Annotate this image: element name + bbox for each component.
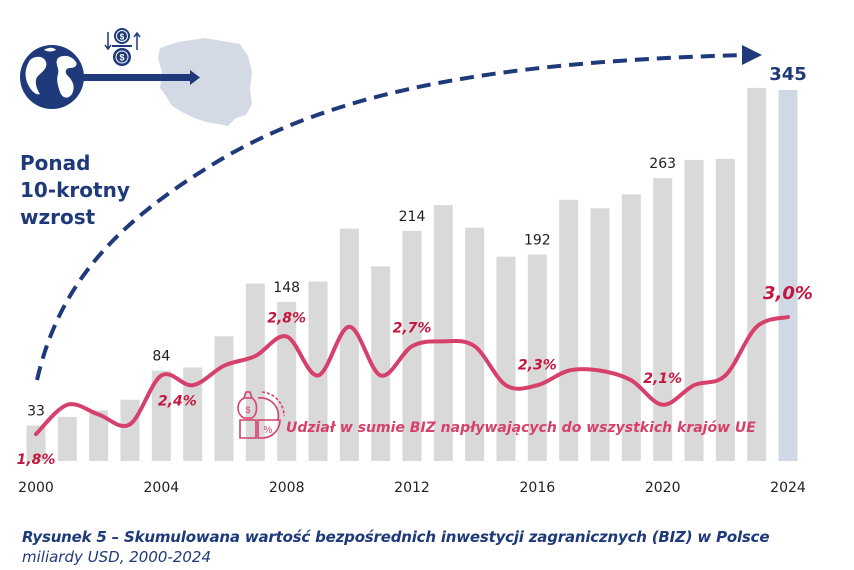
share-labels: 1,8% 2,4% 2,8% 2,7% 2,3% 2,1% 3,0% <box>17 283 813 468</box>
bar-2011 <box>371 266 391 461</box>
bar-value-label: 214 <box>399 209 426 225</box>
bar-2001 <box>57 416 77 461</box>
svg-text:$: $ <box>120 33 125 42</box>
bar-2006 <box>214 336 234 461</box>
globe-icon <box>20 45 84 109</box>
headline-line-1: Ponad <box>20 151 91 175</box>
share-value-label: 2,4% <box>158 394 197 410</box>
bar-value-label: 84 <box>152 349 170 365</box>
figure-caption: Rysunek 5 – Skumulowana wartość bezpośre… <box>22 528 770 566</box>
bar-value-label: 263 <box>649 156 676 172</box>
x-tick-label: 2024 <box>770 480 806 496</box>
value-labels: 33 84 148 214 192 263 345 <box>27 64 807 420</box>
coins-exchange-icon: $ $ <box>104 28 141 66</box>
bar-2004 <box>151 370 171 461</box>
bar-2002 <box>89 410 109 461</box>
caption-subtitle: miliardy USD, 2000-2024 <box>22 548 211 566</box>
flow-arrow-shaft <box>82 74 192 81</box>
bar-2024 <box>778 90 798 461</box>
bar-value-label: 345 <box>769 64 807 85</box>
bar-value-label: 148 <box>273 280 300 296</box>
x-tick-label: 2016 <box>520 480 556 496</box>
caption-title: Rysunek 5 – Skumulowana wartość bezpośre… <box>22 528 770 546</box>
bar-2009 <box>308 281 328 461</box>
growth-headline: Ponad 10-krotny wzrost <box>20 150 130 231</box>
x-tick-label: 2020 <box>645 480 681 496</box>
bar-2010 <box>339 228 359 461</box>
headline-line-2: 10-krotny <box>20 178 130 202</box>
share-value-label: 2,7% <box>393 320 432 336</box>
share-series-label: Udział w sumie BIZ napływających do wszy… <box>286 420 756 436</box>
growth-arrow-head <box>742 45 762 65</box>
svg-text:$: $ <box>119 53 124 63</box>
bar-value-label: 192 <box>524 233 551 249</box>
bars-group <box>26 87 798 462</box>
poland-map-icon <box>158 38 252 126</box>
share-value-label: 2,1% <box>643 371 682 387</box>
bar-2021 <box>684 159 704 461</box>
bar-2007 <box>245 283 265 461</box>
bar-2003 <box>120 399 140 461</box>
x-axis-ticks: 2000 2004 2008 2012 2016 2020 2024 <box>18 480 806 496</box>
share-value-label: 1,8% <box>17 452 56 468</box>
bar-2005 <box>183 367 203 461</box>
x-tick-label: 2008 <box>269 480 305 496</box>
bar-2020 <box>653 178 673 462</box>
growth-arrow-arc <box>35 53 746 381</box>
bar-2000 <box>26 425 46 461</box>
bar-2016 <box>527 254 547 461</box>
share-value-label: 2,8% <box>267 311 306 327</box>
svg-text:$: $ <box>245 405 250 415</box>
bar-2017 <box>559 199 579 461</box>
bar-2018 <box>590 208 610 461</box>
bar-2013 <box>433 205 453 461</box>
bar-2022 <box>715 158 735 461</box>
money-bag-percent-icon: $ % <box>237 391 285 439</box>
flow-arrow-head <box>190 70 200 85</box>
share-value-label: 2,3% <box>518 357 557 373</box>
x-tick-label: 2004 <box>144 480 180 496</box>
bar-2019 <box>621 194 641 461</box>
bar-value-label: 33 <box>27 404 45 420</box>
svg-text:%: % <box>264 425 273 436</box>
share-value-label: 3,0% <box>763 283 813 304</box>
headline-line-3: wzrost <box>20 205 96 229</box>
share-line <box>34 315 790 436</box>
x-tick-label: 2012 <box>394 480 430 496</box>
bar-2023 <box>747 87 767 461</box>
x-tick-label: 2000 <box>18 480 54 496</box>
bar-2015 <box>496 256 516 461</box>
